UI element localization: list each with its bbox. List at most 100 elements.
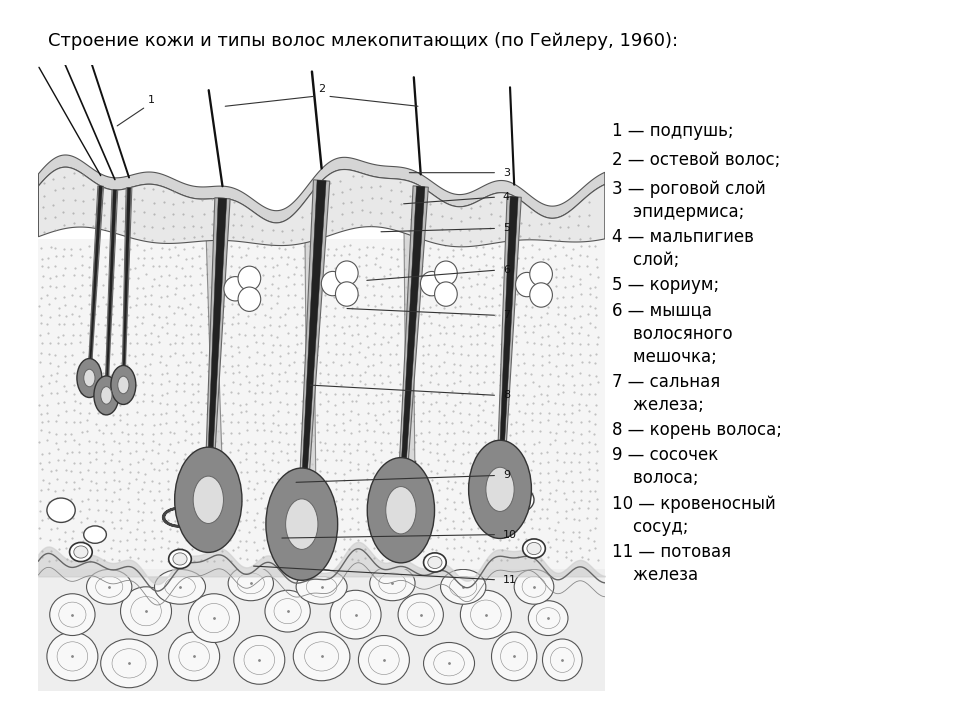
Polygon shape: [104, 190, 118, 395]
Polygon shape: [304, 198, 316, 510]
Ellipse shape: [528, 600, 568, 636]
Ellipse shape: [84, 526, 107, 544]
Polygon shape: [88, 186, 103, 378]
Polygon shape: [38, 239, 605, 570]
Ellipse shape: [266, 468, 338, 580]
Polygon shape: [123, 188, 131, 385]
Ellipse shape: [461, 590, 512, 639]
Polygon shape: [106, 190, 116, 395]
Ellipse shape: [386, 487, 416, 534]
Ellipse shape: [101, 639, 157, 688]
Ellipse shape: [155, 570, 205, 604]
Text: 10 — кровеносный: 10 — кровеносный: [612, 495, 777, 513]
Ellipse shape: [428, 557, 442, 569]
Ellipse shape: [121, 587, 172, 636]
Text: 11: 11: [503, 575, 516, 585]
Ellipse shape: [542, 639, 582, 681]
Ellipse shape: [330, 590, 381, 639]
Ellipse shape: [530, 283, 552, 307]
Ellipse shape: [224, 276, 247, 301]
Ellipse shape: [335, 261, 358, 285]
Ellipse shape: [101, 387, 112, 404]
Polygon shape: [294, 180, 329, 525]
Ellipse shape: [193, 476, 224, 523]
Ellipse shape: [173, 553, 187, 565]
Text: 4: 4: [503, 192, 510, 202]
Text: 1 — подпушь;: 1 — подпушь;: [612, 122, 734, 140]
Ellipse shape: [234, 636, 285, 684]
Ellipse shape: [169, 549, 191, 569]
Ellipse shape: [516, 272, 539, 297]
Text: волоса;: волоса;: [612, 469, 699, 487]
Text: 3: 3: [503, 168, 510, 178]
Ellipse shape: [69, 542, 92, 562]
Text: 6: 6: [503, 265, 510, 275]
Text: 2 — остевой волос;: 2 — остевой волос;: [612, 151, 780, 169]
Ellipse shape: [423, 642, 474, 684]
Text: 7: 7: [503, 310, 510, 320]
Ellipse shape: [86, 570, 132, 604]
Polygon shape: [86, 186, 104, 378]
Text: 6 — мышца: 6 — мышца: [612, 302, 712, 320]
Ellipse shape: [238, 266, 261, 290]
Ellipse shape: [468, 440, 532, 539]
Ellipse shape: [188, 594, 239, 642]
Polygon shape: [206, 198, 227, 500]
Text: 8 — корень волоса;: 8 — корень волоса;: [612, 421, 782, 439]
Ellipse shape: [435, 261, 457, 285]
Ellipse shape: [515, 570, 554, 604]
Polygon shape: [120, 188, 132, 385]
Text: мешочка;: мешочка;: [612, 348, 717, 366]
Ellipse shape: [435, 282, 457, 306]
Ellipse shape: [527, 542, 541, 554]
Text: Строение кожи и типы волос млекопитающих (по Гейлеру, 1960):: Строение кожи и типы волос млекопитающих…: [48, 32, 678, 50]
Ellipse shape: [286, 499, 318, 549]
Text: 9 — сосочек: 9 — сосочек: [612, 446, 719, 464]
Ellipse shape: [47, 498, 75, 523]
Polygon shape: [300, 180, 326, 524]
Polygon shape: [404, 204, 415, 496]
Ellipse shape: [486, 467, 515, 511]
Text: волосяного: волосяного: [612, 325, 733, 343]
Polygon shape: [38, 167, 605, 247]
Text: 1: 1: [148, 94, 156, 104]
Text: эпидермиса;: эпидермиса;: [612, 203, 745, 221]
Text: 4 — мальпигиев: 4 — мальпигиев: [612, 228, 755, 246]
Ellipse shape: [111, 366, 135, 405]
Ellipse shape: [77, 359, 102, 397]
Ellipse shape: [50, 594, 95, 636]
Text: 11 — потовая: 11 — потовая: [612, 543, 732, 561]
Ellipse shape: [296, 570, 348, 604]
Ellipse shape: [175, 447, 242, 552]
Ellipse shape: [441, 570, 486, 604]
Text: слой;: слой;: [612, 251, 680, 269]
Polygon shape: [498, 197, 518, 490]
Ellipse shape: [398, 594, 444, 636]
Ellipse shape: [492, 632, 537, 681]
Text: железа;: железа;: [612, 396, 705, 414]
Text: 5 — кориум;: 5 — кориум;: [612, 276, 720, 294]
Ellipse shape: [530, 262, 552, 287]
Ellipse shape: [358, 636, 409, 684]
Ellipse shape: [420, 271, 444, 296]
Ellipse shape: [265, 590, 310, 632]
Ellipse shape: [282, 542, 304, 562]
Ellipse shape: [47, 632, 98, 681]
Ellipse shape: [423, 553, 446, 572]
Polygon shape: [393, 186, 428, 511]
Polygon shape: [398, 186, 425, 510]
Ellipse shape: [169, 632, 220, 681]
Ellipse shape: [522, 539, 545, 558]
Ellipse shape: [228, 566, 274, 600]
Text: 8: 8: [503, 390, 510, 400]
Ellipse shape: [238, 287, 261, 311]
Ellipse shape: [335, 282, 358, 306]
Text: сосуд;: сосуд;: [612, 518, 689, 536]
Ellipse shape: [322, 271, 344, 296]
Text: 5: 5: [503, 223, 510, 233]
Ellipse shape: [286, 546, 300, 558]
Text: 2: 2: [318, 84, 325, 94]
Polygon shape: [492, 197, 521, 490]
Ellipse shape: [84, 369, 95, 387]
Polygon shape: [38, 155, 605, 223]
